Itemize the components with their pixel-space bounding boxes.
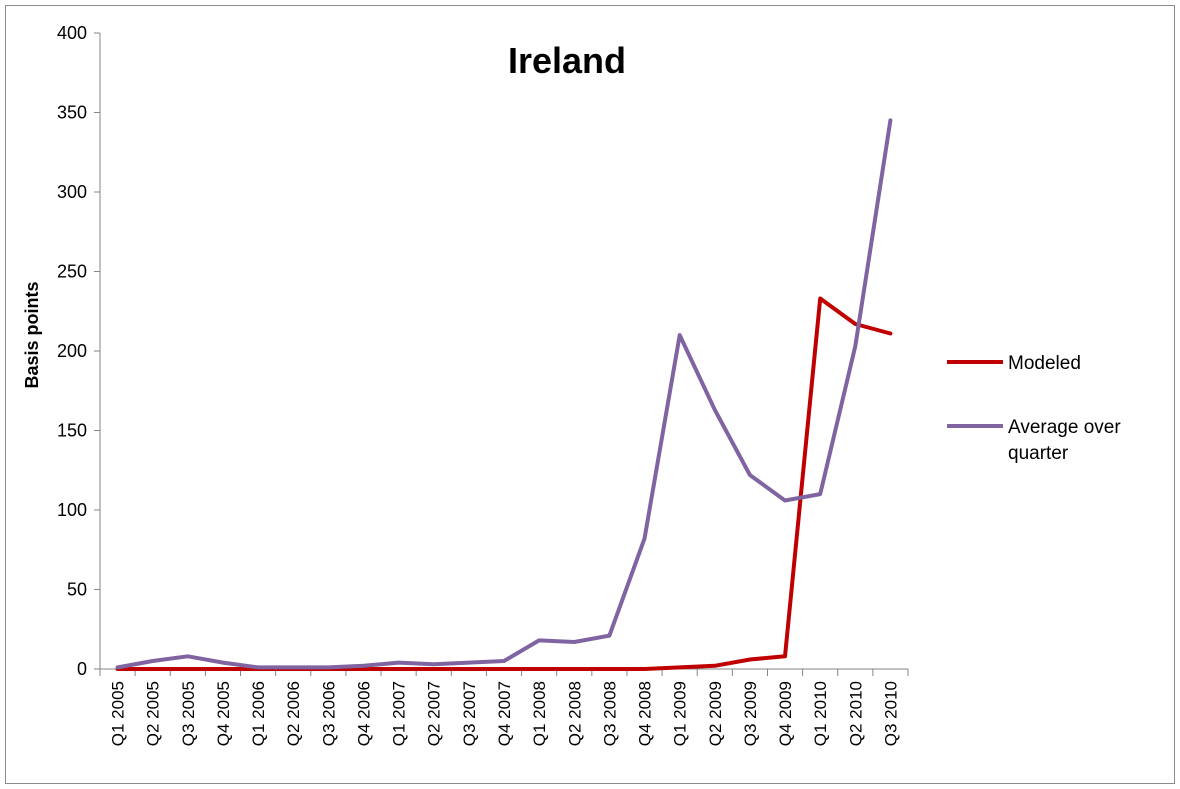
y-tick-label: 50 [67,580,87,600]
x-tick-label: Q2 2006 [284,681,303,746]
x-tick-label: Q3 2006 [319,681,338,746]
x-tick-label: Q1 2006 [249,681,268,746]
x-tick-label: Q4 2005 [214,681,233,746]
x-tick-label: Q4 2007 [495,681,514,746]
x-tick-label: Q2 2010 [846,681,865,746]
x-tick-label: Q2 2005 [144,681,163,746]
y-tick-label: 350 [57,103,87,123]
y-tick-label: 150 [57,421,87,441]
x-tick-label: Q1 2005 [109,681,128,746]
x-tick-label: Q1 2009 [671,681,690,746]
x-tick-label: Q4 2006 [354,681,373,746]
series-line-2 [115,118,893,670]
x-tick-label: Q3 2005 [179,681,198,746]
x-tick-label: Q4 2008 [636,681,655,746]
x-tick-label: Q3 2008 [600,681,619,746]
x-tick-label: Q2 2008 [565,681,584,746]
y-axis-label: Basis points [22,281,42,388]
chart-frame [5,5,1175,784]
x-tick-label: Q2 2009 [706,681,725,746]
x-tick-label: Q4 2009 [776,681,795,746]
y-tick-label: 0 [77,659,87,679]
series-line-1 [115,296,893,671]
x-tick-label: Q1 2010 [811,681,830,746]
x-tick-label: Q3 2010 [881,681,900,746]
y-tick-label: 300 [57,182,87,202]
x-tick-label: Q3 2007 [460,681,479,746]
x-tick-label: Q3 2009 [741,681,760,746]
y-tick-label: 200 [57,341,87,361]
x-tick-label: Q1 2008 [530,681,549,746]
chart-title: Ireland [508,40,626,81]
legend-label-1: Modeled [1008,353,1081,374]
y-tick-label: 100 [57,500,87,520]
y-tick-label: 250 [57,262,87,282]
x-tick-label: Q2 2007 [425,681,444,746]
x-tick-label: Q1 2007 [390,681,409,746]
y-tick-label: 400 [57,23,87,43]
legend-label-2: Average over quarter [1008,417,1121,464]
